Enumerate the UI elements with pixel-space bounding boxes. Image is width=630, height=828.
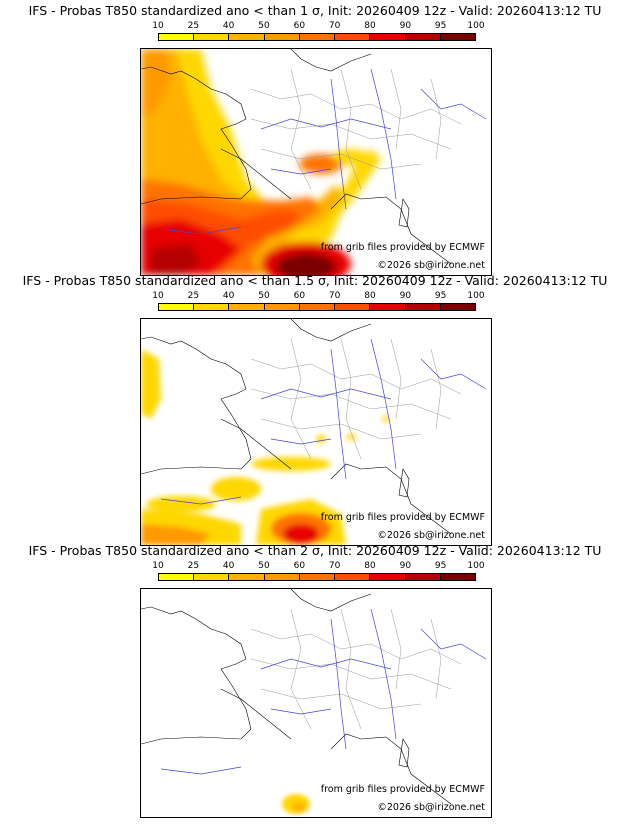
- legend-swatch: [370, 574, 406, 580]
- color-legend: 10 25 40 50 60 70 80 90 95 100: [152, 291, 485, 312]
- legend-swatch: [335, 34, 371, 40]
- map-svg: [141, 589, 487, 814]
- legend-tick-label: 70: [328, 291, 341, 301]
- legend-tick-label: 60: [293, 291, 306, 301]
- rivers: [160, 338, 487, 505]
- legend-swatch: [229, 574, 265, 580]
- legend-bar: [158, 573, 476, 581]
- legend-tick-label: 80: [364, 21, 376, 31]
- coastlines: [141, 319, 452, 535]
- legend-swatch: [264, 574, 300, 580]
- coastlines: [141, 589, 452, 805]
- legend-labels: 10 25 40 50 60 70 80 90 95 100: [152, 291, 484, 302]
- legend-swatch: [299, 34, 336, 40]
- legend-swatch: [370, 304, 406, 310]
- legend-labels: 10 25 40 50 60 70 80 90 95 100: [152, 21, 484, 32]
- legend-tick-label: 80: [364, 561, 376, 571]
- data-credit: from grib files provided by ECMWF: [320, 242, 485, 253]
- legend-tick-label: 40: [222, 291, 235, 301]
- legend-tick-label: 10: [152, 291, 164, 301]
- legend-tick-label: 100: [467, 291, 485, 301]
- rivers: [160, 68, 487, 235]
- legend-swatch: [229, 34, 265, 40]
- copyright: ©2026 sb@irizone.net: [377, 802, 485, 813]
- legend-tick-label: 70: [328, 21, 341, 31]
- legend-swatch: [159, 574, 195, 580]
- legend-tick-label: 50: [258, 291, 270, 301]
- color-legend: 10 25 40 50 60 70 80 90 95 100: [152, 21, 485, 42]
- admin-boundaries: [250, 68, 462, 190]
- legend-swatch: [405, 574, 441, 580]
- legend-tick-label: 95: [434, 561, 447, 571]
- legend-labels: 10 25 40 50 60 70 80 90 95 100: [152, 561, 484, 572]
- legend-swatch: [264, 34, 300, 40]
- panel-title: IFS - Probas T850 standardized ano < tha…: [22, 273, 608, 288]
- legend-tick-label: 40: [222, 21, 235, 31]
- legend-swatch: [335, 574, 371, 580]
- probability-field: [141, 349, 390, 545]
- legend-swatch: [370, 34, 406, 40]
- probability-field: [141, 49, 381, 275]
- admin-boundaries: [250, 338, 462, 460]
- map-svg: [141, 319, 487, 545]
- legend-tick-label: 95: [434, 291, 447, 301]
- copyright: ©2026 sb@irizone.net: [377, 260, 485, 271]
- admin-boundaries: [250, 608, 462, 730]
- legend-swatch: [299, 574, 336, 580]
- legend-tick-label: 100: [467, 561, 485, 571]
- legend-tick-label: 10: [152, 561, 164, 571]
- legend-swatch: [440, 304, 475, 310]
- color-legend: 10 25 40 50 60 70 80 90 95 100: [152, 561, 485, 582]
- data-credit: from grib files provided by ECMWF: [320, 512, 485, 523]
- legend-tick-label: 70: [328, 561, 341, 571]
- legend-swatch: [264, 304, 300, 310]
- legend-tick-label: 40: [222, 561, 235, 571]
- legend-tick-label: 90: [399, 21, 412, 31]
- legend-swatch: [440, 574, 475, 580]
- map-svg: [141, 49, 487, 275]
- legend-tick-label: 50: [258, 561, 270, 571]
- panel-1sigma: IFS - Probas T850 standardized ano < tha…: [0, 0, 630, 276]
- legend-tick-label: 25: [187, 561, 200, 571]
- legend-tick-label: 60: [293, 561, 306, 571]
- coastlines: [141, 49, 452, 265]
- legend-bar: [158, 303, 476, 311]
- data-credit: from grib files provided by ECMWF: [320, 784, 485, 795]
- legend-swatch: [405, 304, 441, 310]
- legend-bar: [158, 33, 476, 41]
- legend-swatch: [229, 304, 265, 310]
- probability-map[interactable]: from grib files provided by ECMWF ©2026 …: [140, 48, 492, 276]
- legend-swatch: [194, 304, 230, 310]
- legend-tick-label: 100: [467, 21, 485, 31]
- panel-1-5sigma: IFS - Probas T850 standardized ano < tha…: [0, 270, 630, 546]
- legend-swatch: [335, 304, 371, 310]
- legend-tick-label: 95: [434, 21, 447, 31]
- probability-field: [282, 794, 310, 814]
- legend-tick-label: 25: [187, 291, 200, 301]
- legend-tick-label: 80: [364, 291, 376, 301]
- legend-tick-label: 25: [187, 21, 200, 31]
- legend-swatch: [405, 34, 441, 40]
- panel-2sigma: IFS - Probas T850 standardized ano < tha…: [0, 540, 630, 826]
- panel-title: IFS - Probas T850 standardized ano < tha…: [28, 3, 602, 18]
- legend-swatch: [440, 34, 475, 40]
- legend-tick-label: 90: [399, 561, 412, 571]
- probability-map[interactable]: from grib files provided by ECMWF ©2026 …: [140, 318, 492, 546]
- legend-tick-label: 50: [258, 21, 270, 31]
- legend-swatch: [299, 304, 336, 310]
- rivers: [160, 608, 487, 775]
- probability-map[interactable]: from grib files provided by ECMWF ©2026 …: [140, 588, 492, 818]
- copyright: ©2026 sb@irizone.net: [377, 530, 485, 541]
- legend-tick-label: 60: [293, 21, 306, 31]
- legend-tick-label: 90: [399, 291, 412, 301]
- legend-swatch: [159, 34, 195, 40]
- legend-swatch: [194, 34, 230, 40]
- panel-title: IFS - Probas T850 standardized ano < tha…: [28, 543, 602, 558]
- legend-tick-label: 10: [152, 21, 164, 31]
- legend-swatch: [194, 574, 230, 580]
- legend-swatch: [159, 304, 195, 310]
